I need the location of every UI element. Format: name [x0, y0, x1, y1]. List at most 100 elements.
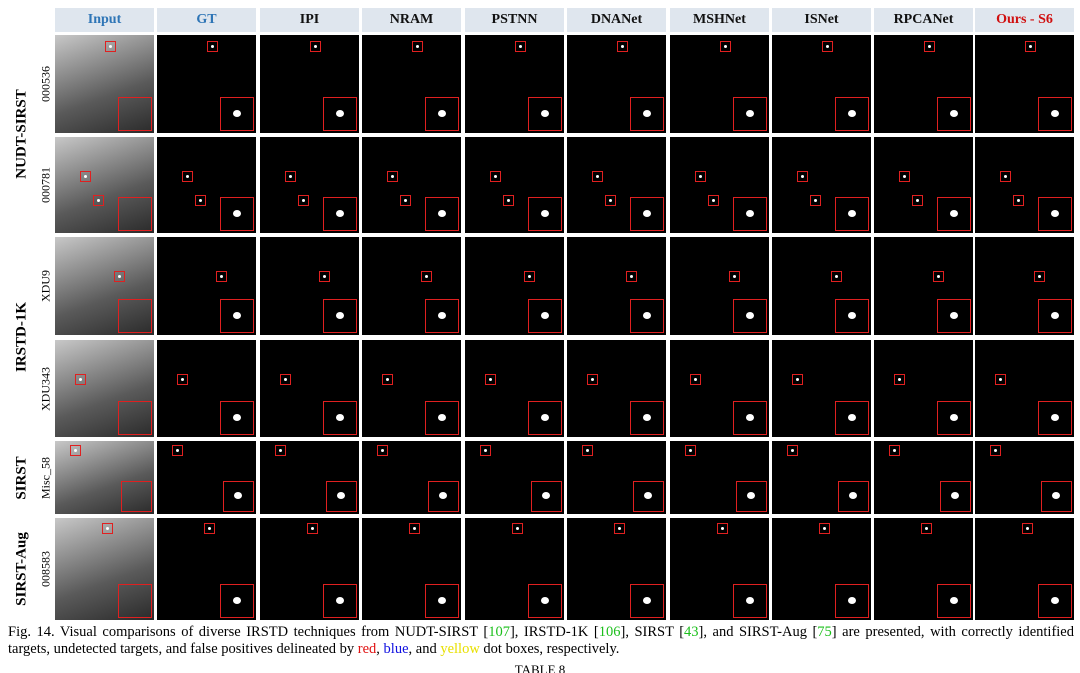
zoom-inset [733, 584, 767, 618]
image-panel [772, 441, 871, 514]
column-header: NRAM [362, 8, 461, 32]
target [403, 198, 407, 202]
sample-id: 000536 [38, 66, 53, 102]
target [822, 527, 826, 531]
image-panel [465, 137, 564, 233]
target [585, 448, 589, 452]
citation[interactable]: 106 [598, 624, 621, 640]
image-panel [874, 237, 973, 335]
image-panel [567, 340, 666, 437]
target [515, 527, 519, 531]
target [1051, 597, 1059, 604]
target [337, 492, 346, 500]
target-box [79, 170, 91, 182]
target-box [181, 170, 193, 182]
target [644, 492, 653, 500]
target [108, 44, 112, 48]
target [438, 312, 446, 319]
image-panel [670, 441, 769, 514]
target [185, 174, 189, 178]
column-header: MSHNet [670, 8, 769, 32]
zoom-inset [220, 401, 254, 435]
target-box [911, 194, 923, 206]
zoom-inset [528, 97, 562, 131]
target [323, 275, 327, 279]
dataset-label: SIRST-Aug [13, 532, 30, 606]
target [620, 44, 624, 48]
zoom-inset [427, 480, 459, 512]
dataset-label: NUDT-SIRST [13, 89, 30, 179]
target-box [821, 40, 833, 52]
target-box [114, 271, 126, 283]
target [950, 312, 958, 319]
target-box [994, 373, 1006, 385]
target [643, 414, 651, 421]
target [848, 312, 856, 319]
target [617, 527, 621, 531]
target [438, 414, 446, 421]
image-panel [670, 137, 769, 233]
target-box [319, 271, 331, 283]
image-panel [465, 441, 564, 514]
target [848, 110, 856, 117]
zoom-inset [118, 401, 152, 435]
sample-id: 008583 [38, 551, 53, 587]
target-box [203, 523, 215, 535]
target-box [279, 373, 291, 385]
target [950, 110, 958, 117]
target [78, 377, 82, 381]
target [234, 492, 243, 500]
target-box [923, 40, 935, 52]
target [301, 198, 305, 202]
target [438, 210, 446, 217]
target [283, 377, 287, 381]
zoom-inset [630, 401, 664, 435]
target [848, 210, 856, 217]
target [927, 44, 931, 48]
target [438, 110, 446, 117]
citation[interactable]: 75 [817, 624, 832, 640]
target [643, 110, 651, 117]
target [897, 377, 901, 381]
target [849, 492, 858, 500]
zoom-inset [425, 584, 459, 618]
sample-id: XDU343 [38, 366, 53, 411]
target-box [194, 194, 206, 206]
zoom-inset [937, 197, 971, 231]
image-panel [874, 441, 973, 514]
target [233, 414, 241, 421]
image-panel [567, 35, 666, 133]
target [643, 210, 651, 217]
target [608, 198, 612, 202]
target [950, 597, 958, 604]
citation[interactable]: 107 [488, 624, 510, 640]
target [541, 312, 549, 319]
image-panel [465, 340, 564, 437]
target [1051, 210, 1059, 217]
target [233, 210, 241, 217]
target [541, 110, 549, 117]
image-panel [567, 441, 666, 514]
image-panel [975, 441, 1074, 514]
target [541, 597, 549, 604]
column-header: RPCANet [874, 8, 973, 32]
image-panel [55, 340, 154, 437]
column-header: PSTNN [465, 8, 564, 32]
image-panel [260, 35, 359, 133]
zoom-inset [323, 299, 357, 333]
target-box [933, 271, 945, 283]
target-box [381, 373, 393, 385]
zoom-inset [733, 401, 767, 435]
caption-text: , and [408, 641, 441, 657]
target-box [176, 373, 188, 385]
image-panel [55, 518, 154, 620]
citation[interactable]: 43 [684, 624, 699, 640]
zoom-inset [425, 401, 459, 435]
target [233, 312, 241, 319]
target [313, 44, 317, 48]
target [711, 198, 715, 202]
target-box [104, 40, 116, 52]
target-box [613, 523, 625, 535]
target [1051, 312, 1059, 319]
